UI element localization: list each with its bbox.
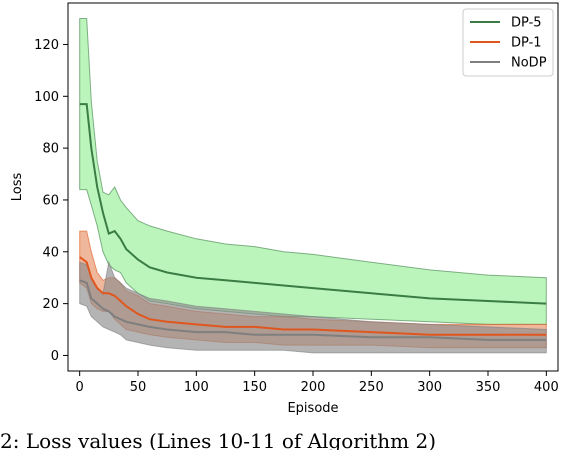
y-tick-label: 20	[42, 297, 59, 312]
x-tick-label: 300	[417, 380, 442, 395]
line-dp-5	[79, 103, 547, 305]
x-tick-label: 100	[184, 380, 209, 395]
x-axis-label: Episode	[287, 401, 338, 416]
y-tick-label: 120	[34, 38, 59, 53]
x-tick-label: 150	[242, 380, 267, 395]
x-tick-label: 200	[301, 380, 326, 395]
legend: DP-5 DP-1 NoDP	[462, 8, 554, 77]
legend-label-dp-5: DP-5	[511, 16, 542, 31]
x-tick-label: 350	[476, 380, 501, 395]
lines-layer	[79, 103, 547, 341]
loss-chart: 0 50 100 150 200 250 300 350 400 0 20 40 60 80 100 120…	[10, 2, 559, 416]
y-tick-label: 80	[42, 142, 59, 157]
legend-label-nodp: NoDP	[511, 56, 547, 71]
x-axis-ticks: 0 50 100 150 200 250 300 350 400	[76, 371, 559, 395]
line-nodp	[79, 279, 547, 341]
x-tick-label: 400	[534, 380, 559, 395]
legend-box	[462, 8, 554, 77]
x-tick-label: 250	[359, 380, 384, 395]
x-tick-label: 0	[76, 380, 84, 395]
legend-label-dp-1: DP-1	[511, 36, 542, 51]
bands-layer	[79, 18, 547, 354]
y-tick-label: 40	[42, 245, 59, 260]
x-tick-label: 50	[130, 380, 147, 395]
line-dp-1	[79, 256, 547, 336]
y-tick-label: 100	[34, 90, 59, 105]
figure-caption: 2: Loss values (Lines 10-11 of Algorithm…	[0, 432, 437, 450]
y-axis-ticks: 0 20 40 60 80 100 120	[34, 38, 68, 364]
y-axis-label: Loss	[10, 173, 25, 202]
band-nodp	[79, 260, 547, 354]
y-tick-label: 60	[42, 193, 59, 208]
y-tick-label: 0	[51, 349, 59, 364]
